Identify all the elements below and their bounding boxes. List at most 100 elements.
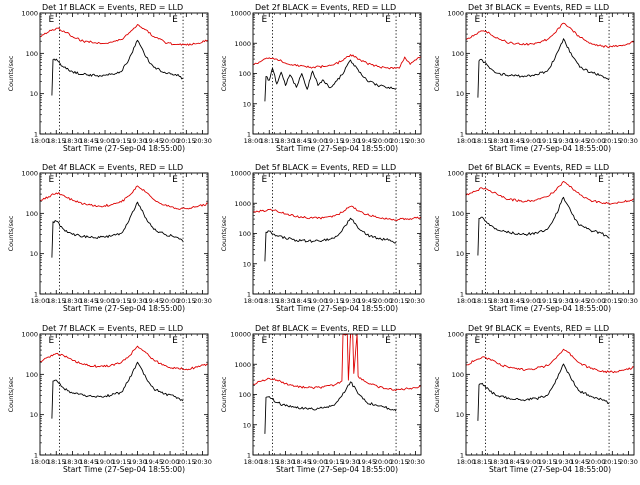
plot-frame [39, 172, 209, 295]
x-tick-label: 18:15 [260, 297, 279, 305]
x-tick-label: 18:30 [276, 458, 295, 466]
x-tick-label: 20:00 [374, 458, 393, 466]
y-tick-label: 100 [26, 50, 38, 58]
x-tick-label: 20:15 [390, 458, 409, 466]
x-tick-label: 19:30 [341, 458, 360, 466]
y-axis-label: Counts/sec [7, 376, 15, 412]
series-lld-line [465, 180, 635, 205]
y-tick-label: 100 [239, 70, 251, 78]
series-events-line [51, 361, 184, 419]
x-tick-label: 18:15 [260, 137, 279, 145]
x-tick-label: 20:00 [161, 458, 180, 466]
x-tick-label: 19:45 [357, 297, 376, 305]
x-tick-label: 18:15 [260, 458, 279, 466]
x-tick-label: 19:15 [112, 297, 131, 305]
event-marker-label: E [262, 175, 268, 185]
event-marker-label: E [172, 15, 178, 25]
y-tick-label: 1 [247, 452, 251, 460]
x-tick-label: 19:45 [357, 458, 376, 466]
event-marker-label: E [598, 175, 604, 185]
chart-title: Det 1f BLACK = Events, RED = LLD [42, 3, 183, 12]
y-axis-label: Counts/sec [433, 55, 441, 91]
y-tick-label: 10 [30, 250, 38, 258]
x-tick-label: 20:30 [619, 297, 638, 305]
y-tick-label: 10 [243, 421, 251, 429]
y-tick-label: 100 [26, 210, 38, 218]
x-tick-label: 20:15 [603, 297, 622, 305]
x-tick-label: 18:00 [31, 297, 50, 305]
x-tick-label: 18:30 [489, 458, 508, 466]
series-lld-line [252, 205, 422, 221]
x-tick-label: 18:00 [244, 297, 263, 305]
x-axis-label: Start Time (27-Sep-04 18:55:00) [63, 144, 185, 153]
plot-frame [252, 12, 422, 135]
x-tick-label: 20:30 [193, 137, 212, 145]
x-tick-label: 20:00 [161, 137, 180, 145]
series-events-line [264, 217, 397, 262]
x-tick-label: 19:15 [325, 458, 344, 466]
series-events-line [477, 196, 610, 256]
event-marker-label: E [49, 336, 55, 346]
series-lld-line [39, 345, 209, 371]
x-tick-label: 20:15 [603, 458, 622, 466]
y-tick-label: 1000 [447, 170, 464, 178]
x-tick-label: 19:00 [522, 458, 541, 466]
y-tick-label: 100 [26, 371, 38, 379]
x-tick-label: 20:00 [374, 297, 393, 305]
chart-panel-8: Det 8f BLACK = Events, RED = LLD Counts/s… [220, 324, 425, 474]
y-tick-label: 1000 [447, 331, 464, 339]
x-tick-label: 19:45 [144, 297, 163, 305]
y-tick-label: 1 [247, 131, 251, 139]
x-axis-label: Start Time (27-Sep-04 18:55:00) [489, 304, 611, 313]
x-axis-label: Start Time (27-Sep-04 18:55:00) [63, 465, 185, 474]
x-tick-label: 18:45 [505, 297, 524, 305]
event-marker-label: E [475, 336, 481, 346]
x-tick-label: 18:30 [63, 137, 82, 145]
event-marker-label: E [598, 15, 604, 25]
event-marker-label: E [475, 175, 481, 185]
x-tick-label: 20:00 [161, 297, 180, 305]
event-marker-label: E [49, 15, 55, 25]
x-tick-label: 18:15 [47, 458, 66, 466]
x-tick-label: 20:30 [406, 297, 425, 305]
y-tick-label: 100 [452, 50, 464, 58]
x-tick-label: 18:45 [505, 137, 524, 145]
x-tick-label: 20:15 [603, 137, 622, 145]
x-tick-label: 19:45 [570, 458, 589, 466]
y-tick-label: 100 [239, 391, 251, 399]
x-tick-label: 19:45 [357, 137, 376, 145]
event-marker-label: E [49, 175, 55, 185]
x-tick-label: 18:45 [292, 137, 311, 145]
x-axis-label: Start Time (27-Sep-04 18:55:00) [63, 304, 185, 313]
event-marker-label: E [172, 336, 178, 346]
x-tick-label: 20:30 [406, 458, 425, 466]
y-tick-label: 100 [452, 371, 464, 379]
event-marker-label: E [475, 15, 481, 25]
series-lld-line [465, 22, 635, 49]
y-tick-label: 1000 [234, 200, 251, 208]
y-tick-label: 1000 [447, 10, 464, 18]
x-tick-label: 19:30 [341, 137, 360, 145]
y-tick-label: 1 [34, 291, 38, 299]
y-tick-label: 1 [34, 131, 38, 139]
series-events-line [477, 363, 610, 421]
y-tick-label: 1 [460, 291, 464, 299]
y-axis-label: Counts/sec [220, 376, 228, 412]
y-tick-label: 100 [452, 210, 464, 218]
y-tick-label: 1000 [234, 40, 251, 48]
y-tick-label: 1 [460, 131, 464, 139]
y-axis-label: Counts/sec [220, 55, 228, 91]
y-tick-label: 1 [460, 452, 464, 460]
x-tick-label: 19:15 [112, 458, 131, 466]
y-axis-label: Counts/sec [433, 376, 441, 412]
plot-frame [465, 172, 635, 295]
x-tick-label: 18:15 [47, 297, 66, 305]
event-marker-label: E [385, 175, 391, 185]
x-tick-label: 20:15 [390, 137, 409, 145]
x-tick-label: 18:30 [489, 137, 508, 145]
x-tick-label: 18:00 [457, 297, 476, 305]
x-tick-label: 19:30 [128, 297, 147, 305]
y-tick-label: 1000 [21, 10, 38, 18]
event-marker-label: E [262, 15, 268, 25]
